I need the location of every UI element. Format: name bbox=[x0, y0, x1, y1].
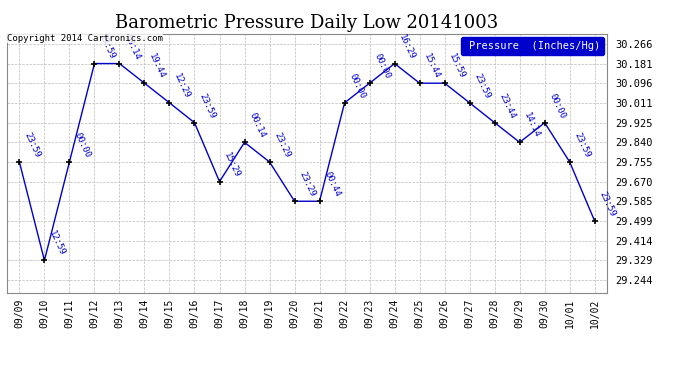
Text: 23:29: 23:29 bbox=[273, 131, 292, 159]
Text: 23:59: 23:59 bbox=[197, 92, 217, 120]
Text: 15:44: 15:44 bbox=[422, 52, 442, 80]
Text: 23:44: 23:44 bbox=[497, 92, 517, 120]
Text: 00:00: 00:00 bbox=[373, 52, 392, 80]
Text: 12:59: 12:59 bbox=[47, 230, 67, 258]
Text: 16:29: 16:29 bbox=[397, 33, 417, 61]
Text: 15:59: 15:59 bbox=[447, 52, 467, 80]
Text: 12:29: 12:29 bbox=[172, 72, 192, 100]
Text: 23:59: 23:59 bbox=[573, 131, 592, 159]
Text: 00:14: 00:14 bbox=[247, 111, 267, 140]
Text: 15:29: 15:29 bbox=[222, 151, 242, 179]
Text: 00:00: 00:00 bbox=[547, 92, 567, 120]
Legend: Pressure  (Inches/Hg): Pressure (Inches/Hg) bbox=[462, 37, 604, 55]
Text: 19:59: 19:59 bbox=[97, 33, 117, 61]
Text: 00:44: 00:44 bbox=[322, 170, 342, 198]
Text: 23:59: 23:59 bbox=[598, 190, 617, 218]
Text: 23:29: 23:29 bbox=[297, 170, 317, 198]
Text: 14:14: 14:14 bbox=[522, 111, 542, 140]
Title: Barometric Pressure Daily Low 20141003: Barometric Pressure Daily Low 20141003 bbox=[115, 14, 499, 32]
Text: Copyright 2014 Cartronics.com: Copyright 2014 Cartronics.com bbox=[7, 34, 163, 43]
Text: 00:00: 00:00 bbox=[72, 131, 92, 159]
Text: 23:59: 23:59 bbox=[473, 72, 492, 100]
Text: 03:14: 03:14 bbox=[122, 33, 141, 61]
Text: 00:00: 00:00 bbox=[347, 72, 367, 100]
Text: 23:59: 23:59 bbox=[22, 131, 41, 159]
Text: 19:44: 19:44 bbox=[147, 52, 167, 80]
